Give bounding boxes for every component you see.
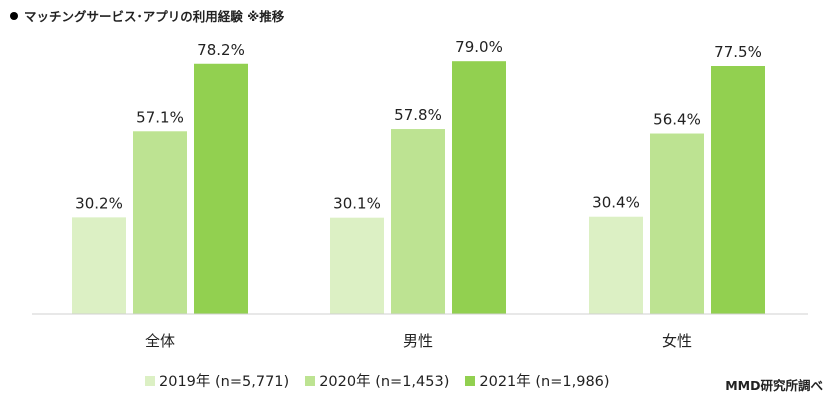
data-label-1-2: 79.0% [455,38,503,56]
legend: 2019年 (n=5,771) 2020年 (n=1,453) 2021年 (n… [145,370,610,391]
data-label-2-1: 56.4% [653,111,701,129]
data-label-1-0: 30.1% [333,195,381,213]
bar-2-2 [711,66,765,314]
category-label-0: 全体 [145,332,175,350]
bar-0-2 [194,63,248,315]
legend-swatch-2020 [305,375,316,386]
bar-0-0 [72,217,126,314]
legend-item-2019: 2019年 (n=5,771) [145,370,289,391]
legend-swatch-2019 [145,375,155,386]
legend-label-2021: 2021年 (n=1,986) [479,374,610,390]
legend-label-2019: 2019年 (n=5,771) [159,374,290,390]
bar-2-1 [650,133,704,314]
bar-0-1 [133,131,187,314]
legend-item-2021: 2021年 (n=1,986) [465,370,610,391]
bar-1-1 [391,129,445,314]
bar-1-0 [330,217,384,314]
data-label-0-2: 78.2% [197,41,245,59]
data-label-2-0: 30.4% [592,194,640,212]
bullet-icon [10,11,18,20]
data-label-0-1: 57.1% [136,108,184,126]
chart-title-text: マッチングサービス･アプリの利用経験 ※推移 [24,9,285,24]
bar-1-2 [452,61,506,315]
data-label-0-0: 30.2% [75,194,123,212]
legend-swatch-2021 [465,375,476,386]
bar-2-0 [589,216,643,314]
chart-title: マッチングサービス･アプリの利用経験 ※推移 [10,6,284,25]
data-label-1-1: 57.8% [394,106,442,124]
source-note: MMD研究所調べ [725,378,823,393]
data-label-2-2: 77.5% [714,43,762,61]
legend-item-2020: 2020年 (n=1,453) [305,370,449,391]
category-label-2: 女性 [662,332,692,350]
category-label-1: 男性 [403,332,433,350]
legend-label-2020: 2020年 (n=1,453) [319,374,450,390]
